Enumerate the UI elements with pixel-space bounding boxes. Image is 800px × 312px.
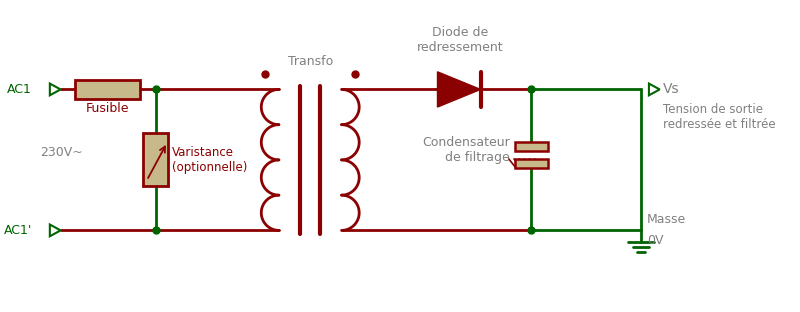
Text: Diode de
redressement: Diode de redressement bbox=[417, 26, 503, 54]
Bar bbox=[515, 159, 548, 168]
Bar bbox=[515, 142, 548, 151]
Bar bbox=[75, 80, 140, 99]
Text: Fusible: Fusible bbox=[86, 102, 130, 115]
Text: Condensateur
de filtrage: Condensateur de filtrage bbox=[422, 136, 510, 164]
Text: AC1': AC1' bbox=[4, 224, 32, 237]
Text: Tension de sortie
redressée et filtrée: Tension de sortie redressée et filtrée bbox=[662, 103, 775, 131]
Text: Masse: Masse bbox=[647, 213, 686, 227]
Text: AC1: AC1 bbox=[7, 83, 32, 96]
Text: Varistance
(optionnelle): Varistance (optionnelle) bbox=[172, 146, 247, 174]
Text: Vs: Vs bbox=[662, 82, 679, 96]
Text: 230V~: 230V~ bbox=[40, 146, 83, 158]
Text: Transfo: Transfo bbox=[288, 55, 333, 68]
Bar bbox=[143, 134, 168, 186]
Polygon shape bbox=[438, 72, 481, 107]
Text: 0V: 0V bbox=[647, 234, 663, 247]
